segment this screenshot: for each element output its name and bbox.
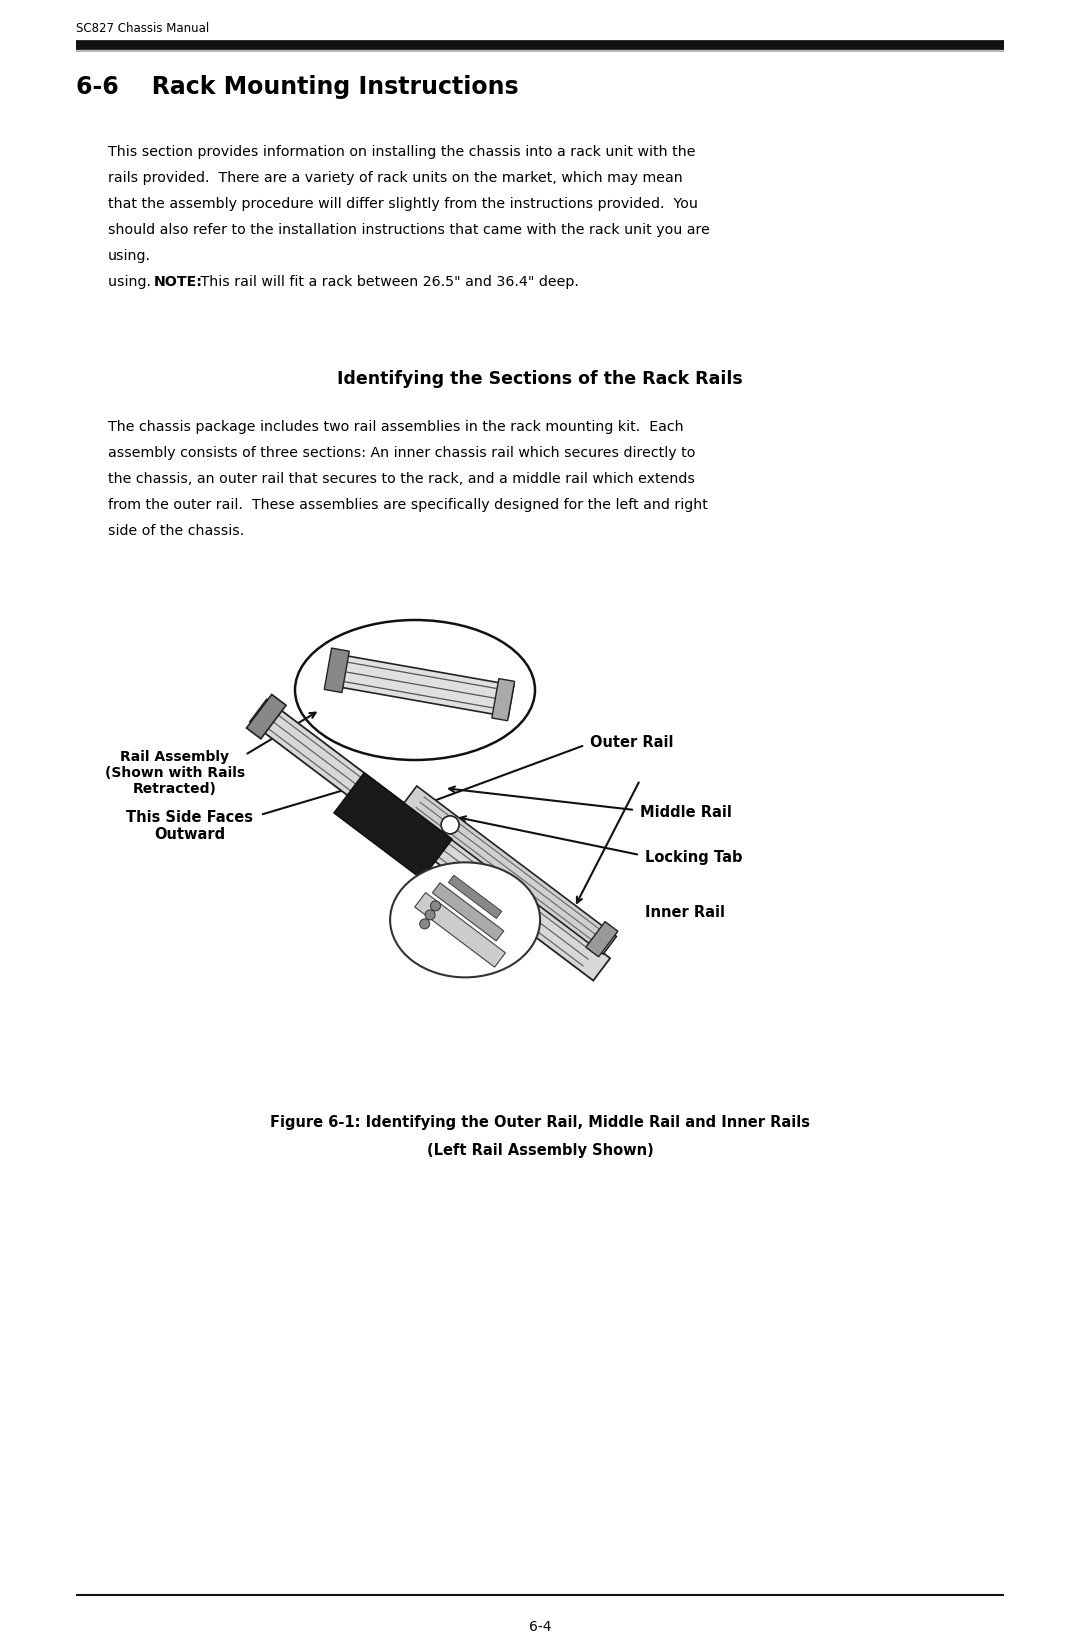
- Text: should also refer to the installation instructions that came with the rack unit : should also refer to the installation in…: [108, 223, 710, 238]
- Polygon shape: [334, 772, 453, 879]
- Circle shape: [420, 919, 430, 929]
- Text: using.: using.: [108, 249, 150, 262]
- Polygon shape: [404, 785, 617, 954]
- Polygon shape: [585, 922, 618, 957]
- Text: using.: using.: [108, 276, 156, 289]
- Ellipse shape: [390, 863, 540, 977]
- Polygon shape: [249, 700, 610, 980]
- Text: 6-6    Rack Mounting Instructions: 6-6 Rack Mounting Instructions: [76, 74, 518, 99]
- Text: assembly consists of three sections: An inner chassis rail which secures directl: assembly consists of three sections: An …: [108, 446, 694, 460]
- Text: (Left Rail Assembly Shown): (Left Rail Assembly Shown): [427, 1143, 653, 1158]
- Polygon shape: [491, 678, 514, 721]
- Text: Figure 6-1: Identifying the Outer Rail, Middle Rail and Inner Rails: Figure 6-1: Identifying the Outer Rail, …: [270, 1115, 810, 1130]
- Text: Rail Assembly
(Shown with Rails
Retracted): Rail Assembly (Shown with Rails Retracte…: [105, 751, 245, 797]
- Polygon shape: [246, 695, 286, 739]
- Text: that the assembly procedure will differ slightly from the instructions provided.: that the assembly procedure will differ …: [108, 196, 698, 211]
- Text: Locking Tab: Locking Tab: [645, 850, 743, 865]
- Text: NOTE:: NOTE:: [153, 276, 203, 289]
- Polygon shape: [448, 874, 502, 919]
- Text: Outer Rail: Outer Rail: [590, 734, 674, 751]
- Circle shape: [426, 909, 435, 919]
- Circle shape: [441, 815, 459, 833]
- Polygon shape: [324, 648, 349, 693]
- Text: Identifying the Sections of the Rack Rails: Identifying the Sections of the Rack Rai…: [337, 370, 743, 388]
- Text: rails provided.  There are a variety of rack units on the market, which may mean: rails provided. There are a variety of r…: [108, 172, 683, 185]
- Text: SC827 Chassis Manual: SC827 Chassis Manual: [76, 21, 208, 35]
- Text: This rail will fit a rack between 26.5" and 36.4" deep.: This rail will fit a rack between 26.5" …: [195, 276, 579, 289]
- Text: This section provides information on installing the chassis into a rack unit wit: This section provides information on ins…: [108, 145, 696, 158]
- Polygon shape: [415, 893, 505, 967]
- Text: Middle Rail: Middle Rail: [640, 805, 732, 820]
- Text: The chassis package includes two rail assemblies in the rack mounting kit.  Each: The chassis package includes two rail as…: [108, 421, 684, 434]
- Text: side of the chassis.: side of the chassis.: [108, 525, 244, 538]
- Polygon shape: [326, 653, 514, 716]
- Text: the chassis, an outer rail that secures to the rack, and a middle rail which ext: the chassis, an outer rail that secures …: [108, 472, 694, 487]
- Circle shape: [431, 901, 441, 911]
- Text: Inner Rail: Inner Rail: [645, 904, 725, 921]
- Text: from the outer rail.  These assemblies are specifically designed for the left an: from the outer rail. These assemblies ar…: [108, 498, 707, 512]
- Text: 6-4: 6-4: [529, 1620, 551, 1634]
- Polygon shape: [432, 883, 504, 940]
- Text: This Side Faces
Outward: This Side Faces Outward: [126, 810, 254, 843]
